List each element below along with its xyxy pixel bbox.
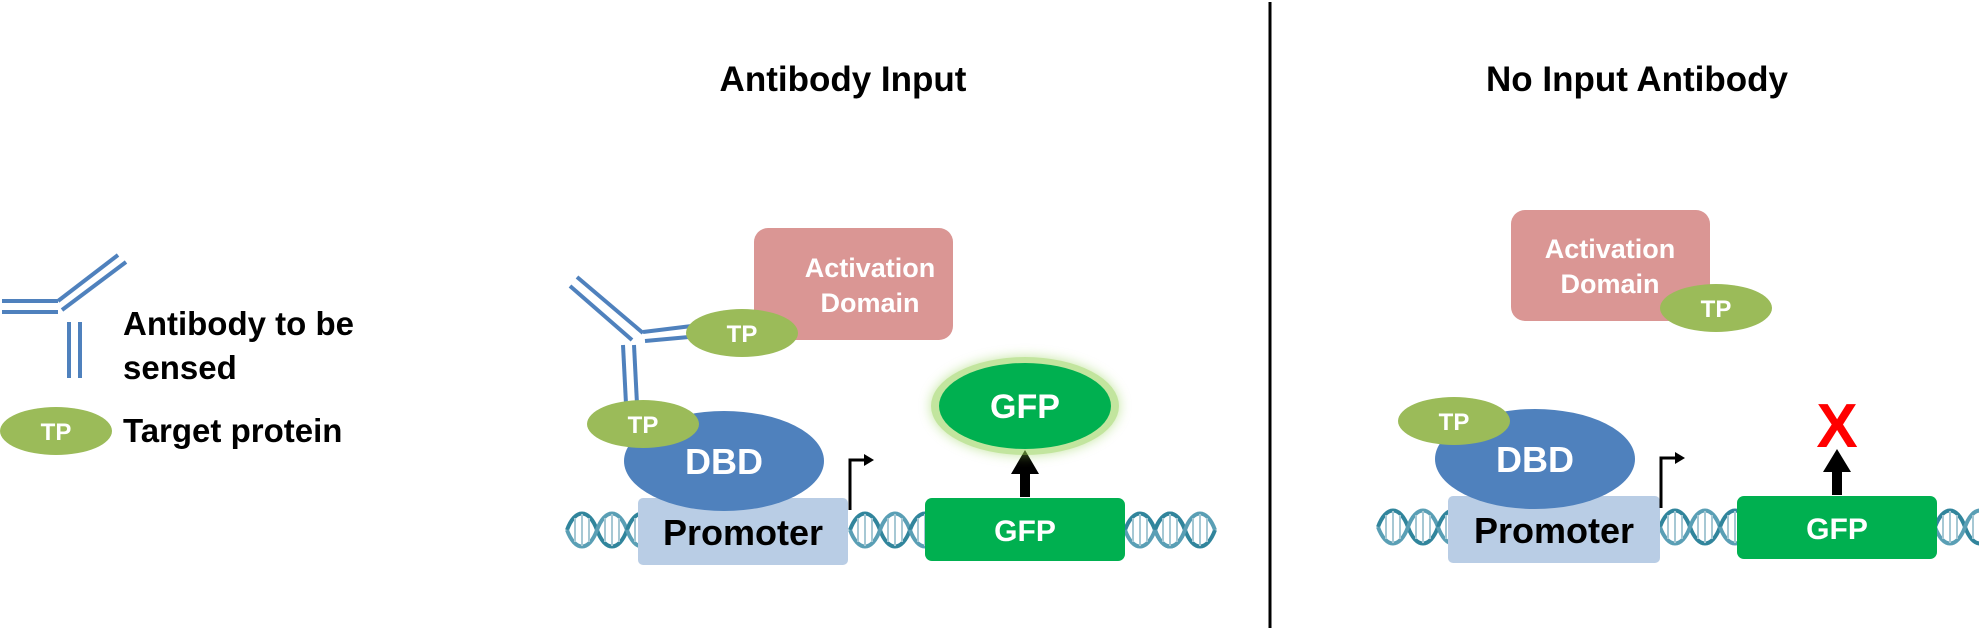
activation-domain-label-line1: Activation xyxy=(805,253,936,283)
activation-domain-label-line1: Activation xyxy=(1545,234,1676,264)
promoter-box xyxy=(1448,496,1660,563)
gfp-protein-ellipse xyxy=(939,363,1111,449)
activation-domain-box xyxy=(1511,210,1710,321)
promoter-label: Promoter xyxy=(663,512,823,553)
tp-legend-ellipse xyxy=(0,407,112,455)
blocked-x-mark: X xyxy=(1816,392,1857,461)
tp-ellipse-on-activation xyxy=(1660,284,1772,332)
gfp-gene-label: GFP xyxy=(1806,513,1868,546)
target-protein-legend-label: Target protein xyxy=(123,412,342,449)
gfp-gene-box xyxy=(1737,496,1937,559)
gfp-gene-box xyxy=(925,498,1125,561)
activation-domain-label-line2: Domain xyxy=(820,288,919,318)
antibody-legend-label-line2: sensed xyxy=(123,349,237,386)
tp-ellipse-on-dbd xyxy=(587,400,699,448)
antibody-icon xyxy=(568,275,701,405)
tp-ellipse-on-activation xyxy=(686,309,798,357)
promoter-box xyxy=(638,498,848,565)
dbd-label: DBD xyxy=(1496,439,1574,480)
gfp-gene-label: GFP xyxy=(994,515,1056,548)
dbd-label: DBD xyxy=(685,441,763,482)
tp-ellipse-on-dbd xyxy=(1398,397,1510,445)
tp-label-on-activation: TP xyxy=(727,321,758,348)
panel-no-input-antibody: No Input Antibody Promoter DBD TP Activa… xyxy=(1376,60,1979,563)
tp-legend-badge: TP xyxy=(41,419,72,446)
transcription-start-arrow-icon xyxy=(1659,452,1685,508)
expression-arrow-icon xyxy=(1823,449,1851,495)
antibody-legend-label-line1: Antibody to be xyxy=(123,305,354,342)
panel-title-no-input: No Input Antibody xyxy=(1486,60,1788,99)
panel-title-antibody-input: Antibody Input xyxy=(720,60,967,99)
tp-label-on-dbd: TP xyxy=(628,412,659,439)
promoter-label: Promoter xyxy=(1474,510,1634,551)
transcription-start-arrow-icon xyxy=(848,454,874,510)
gfp-protein-label: GFP xyxy=(990,388,1060,426)
activation-domain-box xyxy=(754,228,953,340)
legend: Antibody to be sensed TP Target protein xyxy=(0,253,354,455)
activation-domain-label-line2: Domain xyxy=(1560,269,1659,299)
expression-arrow-icon xyxy=(1011,450,1039,497)
tp-label-on-dbd: TP xyxy=(1439,409,1470,436)
panel-antibody-input: Antibody Input Promoter DBD TP Activatio… xyxy=(565,60,1217,565)
antibody-legend-icon xyxy=(2,253,128,378)
tp-label-on-activation: TP xyxy=(1701,296,1732,323)
